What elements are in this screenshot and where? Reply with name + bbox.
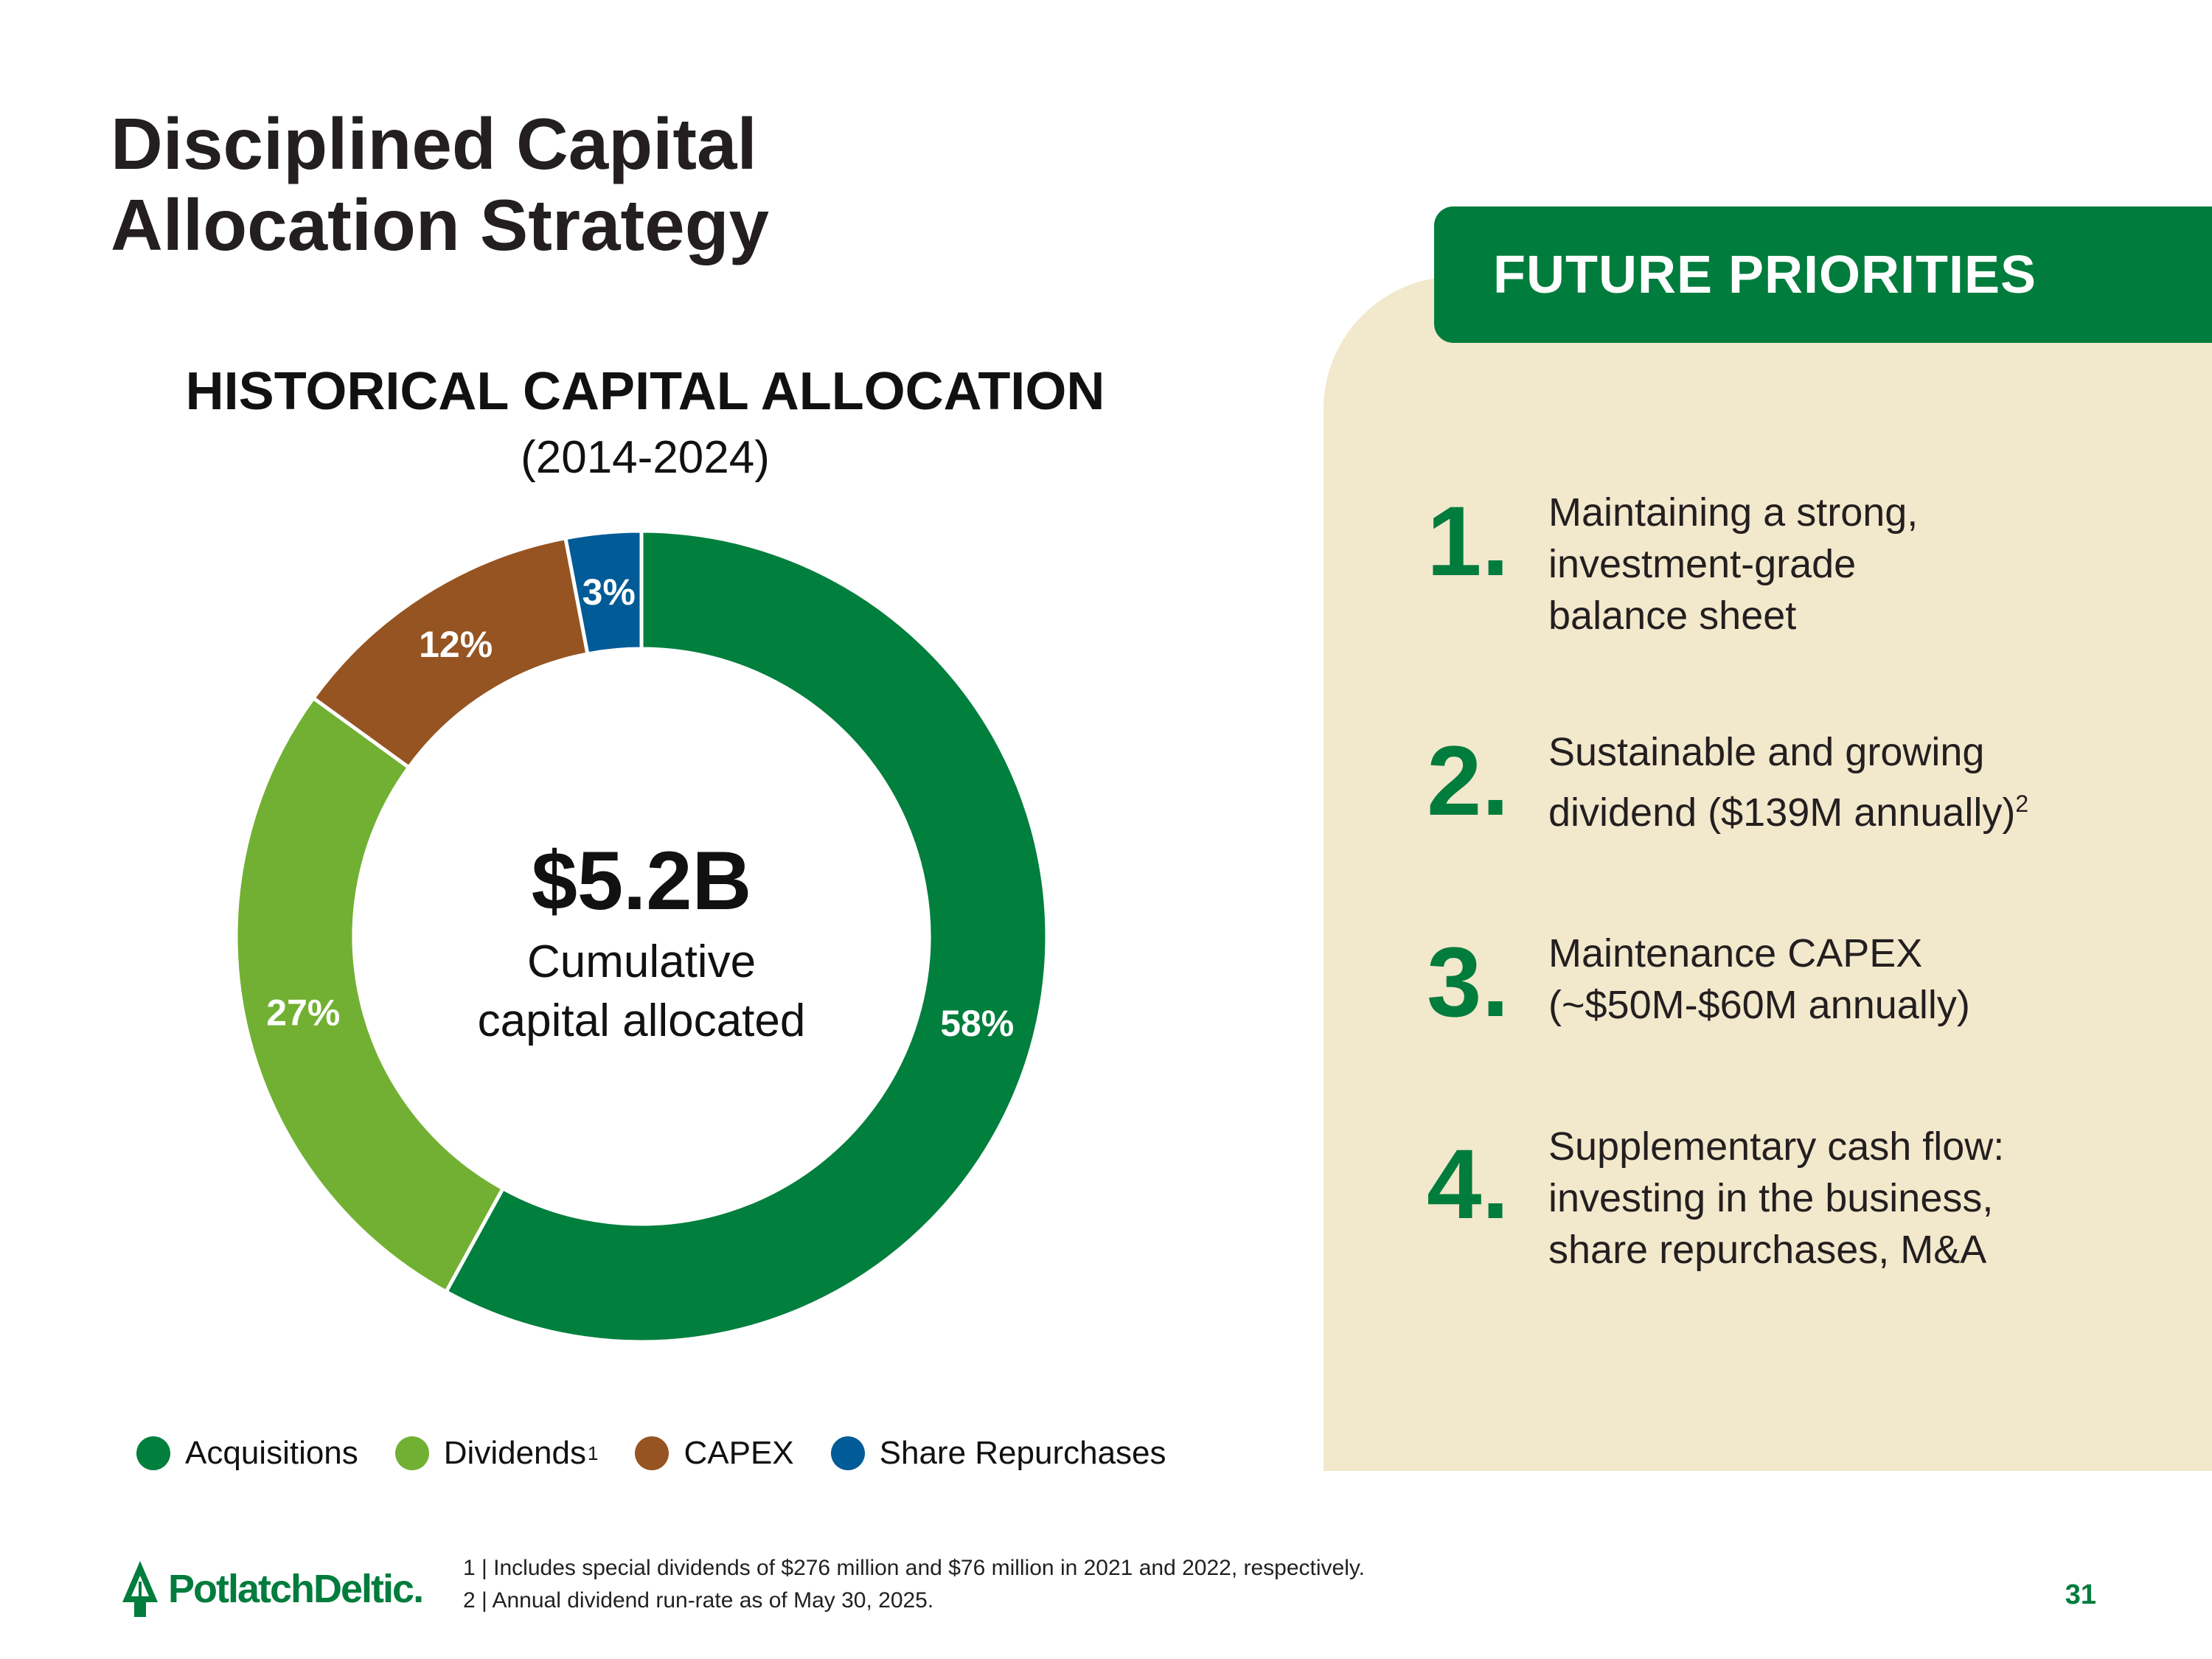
priority-number: 3. — [1427, 928, 1509, 1037]
legend-dot-share-repurchases — [830, 1436, 865, 1470]
slide-title-line-1: Disciplined Capital — [111, 103, 757, 184]
donut-data-label-acquisitions: 58% — [940, 1003, 1014, 1044]
slide-title-line-2: Allocation Strategy — [111, 184, 770, 265]
footnotes: 1 | Includes special dividends of $276 m… — [463, 1552, 1365, 1617]
logo-wordmark: PotlatchDeltic. — [168, 1566, 424, 1612]
legend-item-capex: CAPEX — [635, 1435, 794, 1472]
priority-text: Supplementary cash flow: investing in th… — [1548, 1121, 2175, 1276]
priority-number: 4. — [1427, 1130, 1509, 1239]
donut-center-value: $5.2B — [531, 835, 752, 927]
donut-slice-acquisitions — [443, 529, 1049, 1344]
donut-center-caption-line-1: Cumulative — [526, 936, 757, 987]
slide-title: Disciplined Capital Allocation Strategy — [111, 103, 922, 265]
priority-number: 2. — [1427, 726, 1509, 836]
legend-label-share-repurchases: Share Repurchases — [879, 1435, 1166, 1471]
chart-subtitle: (2014-2024) — [521, 432, 770, 483]
page-number: 31 — [2065, 1579, 2096, 1610]
company-logo: PotlatchDeltic. — [118, 1559, 424, 1618]
donut-center-caption: Cumulative capital allocated — [383, 933, 900, 1051]
tree-logo-icon — [122, 1561, 158, 1617]
legend-item-acquisitions: Acquisitions — [136, 1435, 358, 1472]
chart-legend: Acquisitions Dividends 1 CAPEX Share Repu… — [136, 1430, 1203, 1476]
donut-data-label-capex: 12% — [419, 624, 493, 665]
donut-slice-share-repurchases — [563, 529, 644, 656]
priorities-panel — [1324, 276, 2212, 1471]
priority-text: Sustainable and growing dividend ($139M … — [1548, 726, 2175, 838]
legend-dot-acquisitions — [136, 1436, 170, 1470]
footnote-2: 2 | Annual dividend run-rate as of May 3… — [463, 1588, 934, 1613]
priority-text-line: dividend ($139M annually)2 — [1548, 778, 2175, 838]
priority-text-line: Sustainable and growing — [1548, 730, 1985, 774]
legend-footnote-marker: 1 — [588, 1441, 599, 1464]
priority-text: Maintenance CAPEX (~$50M-$60M annually) — [1548, 928, 2175, 1031]
priority-text-line: balance sheet — [1548, 594, 1797, 638]
footnote-1: 1 | Includes special dividends of $276 m… — [463, 1556, 1365, 1580]
legend-label-capex: CAPEX — [684, 1435, 794, 1471]
priorities-header: FUTURE PRIORITIES — [1434, 206, 2212, 343]
donut-chart: 58% 27% 12% 3% — [234, 529, 1049, 1344]
priority-text-line: (~$50M-$60M annually) — [1548, 983, 1970, 1027]
priorities-header-text: FUTURE PRIORITIES — [1493, 245, 2037, 305]
donut-center-caption-line-2: capital allocated — [477, 995, 806, 1046]
priority-footnote-marker: 2 — [2015, 790, 2029, 817]
priority-text-line: investment-grade — [1548, 542, 1857, 586]
legend-item-dividends: Dividends 1 — [394, 1435, 599, 1472]
legend-item-share-repurchases: Share Repurchases — [830, 1435, 1166, 1472]
legend-dot-dividends — [394, 1436, 429, 1470]
legend-label-acquisitions: Acquisitions — [185, 1435, 358, 1471]
legend-label-dividends: Dividends — [443, 1435, 586, 1471]
donut-data-label-share-repurchases: 3% — [582, 571, 636, 613]
priority-text-line-content: dividend ($139M annually) — [1548, 790, 2016, 835]
priority-text-line: share repurchases, M&A — [1548, 1228, 1987, 1272]
priority-text: Maintaining a strong, investment-grade b… — [1548, 487, 2175, 641]
donut-data-label-dividends: 27% — [266, 992, 340, 1034]
chart-title: HISTORICAL CAPITAL ALLOCATION — [185, 362, 1105, 421]
priority-text-line: Maintenance CAPEX — [1548, 931, 1923, 975]
priority-text-line: Maintaining a strong, — [1548, 490, 1919, 535]
priority-text-line: investing in the business, — [1548, 1176, 1994, 1220]
logo-wordmark-mark: . — [413, 1567, 424, 1611]
priority-text-line: Supplementary cash flow: — [1548, 1124, 2005, 1169]
legend-dot-capex — [635, 1436, 669, 1470]
donut-slice-dividends — [234, 695, 506, 1295]
priority-number: 1. — [1427, 487, 1509, 597]
logo-wordmark-text: PotlatchDeltic — [168, 1567, 414, 1611]
